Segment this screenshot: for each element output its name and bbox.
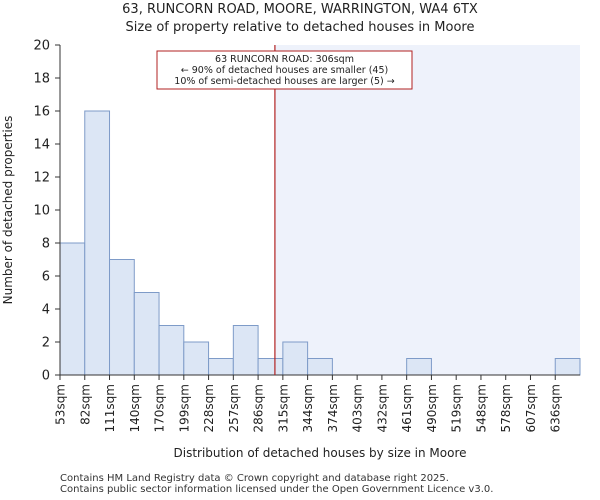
x-tick-label: 228sqm (202, 384, 216, 432)
y-tick-label: 4 (42, 303, 50, 318)
bar-257sqm (232, 325, 259, 376)
marker-layer: 63 RUNCORN ROAD: 306sqm← 90% of detached… (156, 45, 413, 375)
y-tick-label: 0 (42, 369, 50, 384)
annotation-line-1: 63 RUNCORN ROAD: 306sqm (215, 54, 354, 65)
x-tick-label: 403sqm (351, 384, 365, 432)
y-tick-label: 18 (33, 72, 50, 87)
y-tick-label: 8 (42, 237, 50, 252)
x-tick-label: 344sqm (301, 384, 315, 432)
highlight-region-layer (274, 45, 580, 375)
x-tick-label: 199sqm (177, 384, 191, 432)
bar-111sqm (109, 259, 135, 376)
bar-636sqm (554, 358, 581, 376)
y-ticks-layer: 0 2 4 6 8 10 12 14 16 18 20 (33, 39, 60, 384)
x-tick-label: 461sqm (400, 384, 414, 432)
bar-344sqm (307, 358, 333, 376)
x-tick-label: 53sqm (54, 384, 68, 425)
footer-attribution-line-1: Contains HM Land Registry data © Crown c… (60, 473, 449, 484)
larger-properties-region (274, 45, 580, 375)
x-tick-label: 519sqm (450, 384, 464, 432)
bar-82sqm (84, 110, 111, 376)
annotation-box (156, 50, 413, 90)
x-axis-label: Distribution of detached houses by size … (174, 446, 467, 460)
x-tick-label: 257sqm (227, 384, 241, 432)
bar-199sqm (183, 341, 210, 376)
x-ticks-layer: 53sqm 82sqm 111sqm 140sqm 170sqm 199sqm 228sqm… (54, 375, 563, 432)
bars-layer (59, 110, 581, 376)
x-tick-label: 111sqm (103, 384, 117, 432)
y-tick-label: 12 (33, 171, 50, 186)
bar-315sqm (282, 341, 309, 376)
x-tick-label: 170sqm (153, 384, 167, 432)
x-tick-label: 286sqm (252, 384, 266, 432)
x-tick-label: 82sqm (78, 384, 92, 425)
y-axis-label: Number of detached properties (1, 116, 15, 305)
annotation-line-2: ← 90% of detached houses are smaller (45… (181, 65, 388, 76)
x-tick-label: 140sqm (128, 384, 142, 432)
bar-140sqm (133, 292, 160, 376)
bar-228sqm (208, 358, 234, 376)
y-tick-label: 6 (42, 270, 50, 285)
bar-286sqm (257, 358, 284, 376)
x-tick-label: 374sqm (326, 384, 340, 432)
x-tick-label: 578sqm (499, 384, 513, 432)
y-tick-label: 2 (42, 336, 50, 351)
x-tick-label: 432sqm (375, 384, 389, 432)
bar-170sqm (158, 325, 185, 376)
footer-attribution-line-2: Contains public sector information licen… (60, 484, 494, 495)
y-tick-label: 20 (33, 39, 50, 54)
chart-subtitle: Size of property relative to detached ho… (125, 20, 475, 35)
x-tick-label: 607sqm (524, 384, 538, 432)
y-tick-label: 14 (33, 138, 50, 153)
y-tick-label: 10 (33, 204, 50, 219)
bar-461sqm (406, 358, 432, 376)
x-tick-label: 315sqm (276, 384, 290, 432)
annotation-line-3: 10% of semi-detached houses are larger (… (174, 76, 394, 87)
chart-title: 63, RUNCORN ROAD, MOORE, WARRINGTON, WA4… (122, 2, 478, 17)
bar-53sqm (59, 242, 86, 376)
chart-svg: 0 2 4 6 8 10 12 14 16 18 20 53sqm 82sqm 111sqm 140sqm… (1, 39, 581, 460)
y-tick-label: 16 (33, 105, 50, 120)
x-tick-label: 636sqm (549, 384, 563, 432)
x-tick-label: 548sqm (474, 384, 488, 432)
x-tick-label: 490sqm (425, 384, 439, 432)
